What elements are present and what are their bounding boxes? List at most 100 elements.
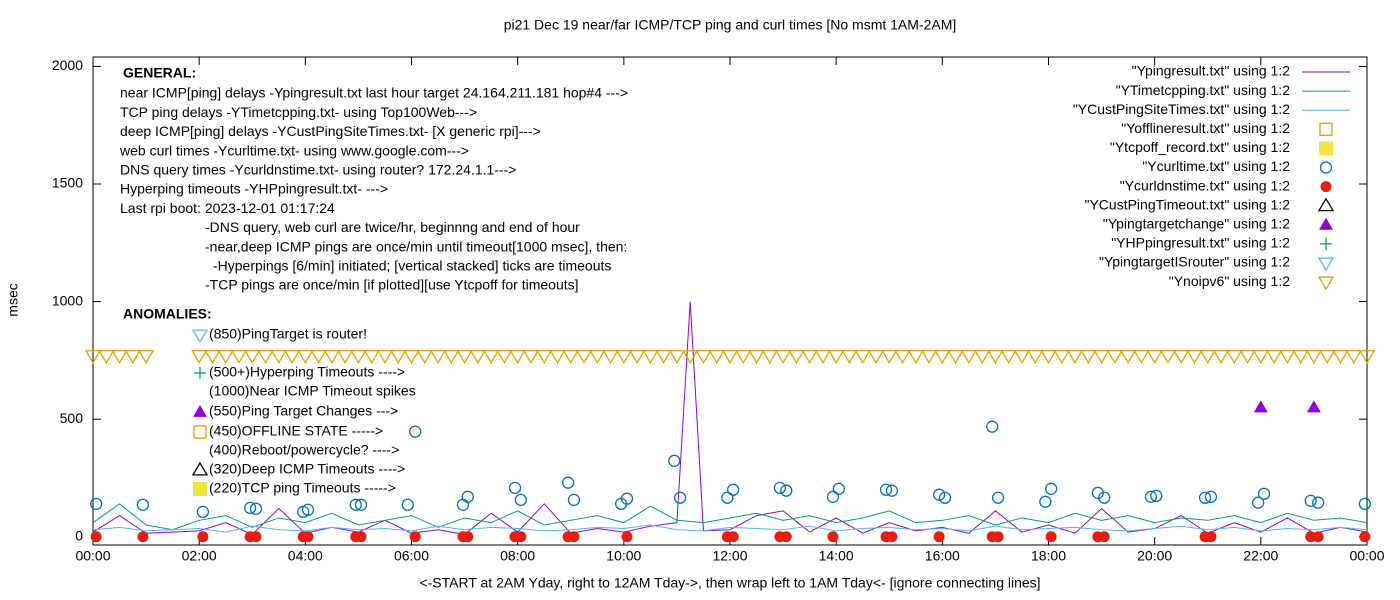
data-point <box>1150 489 1163 502</box>
data-point <box>668 454 681 467</box>
data-point <box>1305 350 1323 364</box>
annotation: (1000)Near ICMP Timeout spikes <box>209 383 416 399</box>
data-point <box>337 350 354 364</box>
x-tick-label: 04:00 <box>288 548 323 564</box>
data-point <box>536 350 553 364</box>
data-point <box>801 350 818 364</box>
annotation-heading: ANOMALIES: <box>123 306 212 322</box>
data-point <box>1013 350 1031 364</box>
data-point <box>879 483 893 496</box>
data-point <box>727 531 739 543</box>
data-point <box>136 498 150 511</box>
data-point <box>1257 487 1271 500</box>
data-point <box>90 531 102 543</box>
data-point <box>881 350 898 364</box>
data-point <box>297 350 314 364</box>
annotation-heading: GENERAL: <box>123 65 196 81</box>
data-point <box>828 350 845 364</box>
data-point <box>695 350 712 364</box>
data-point <box>230 350 248 364</box>
data-point <box>111 350 128 364</box>
data-point <box>1252 496 1265 509</box>
annotation: -Hyperpings [6/min] initiated; [vertical… <box>213 258 611 274</box>
data-point <box>1000 350 1017 364</box>
data-point <box>1226 350 1243 364</box>
data-point <box>409 425 422 438</box>
data-point <box>932 488 946 501</box>
data-point <box>987 350 1004 364</box>
data-point <box>1045 531 1057 543</box>
legend-label: "Ycurldnstime.txt" using 1:2 <box>1120 177 1290 193</box>
data-point <box>323 350 341 364</box>
data-point <box>780 531 792 543</box>
data-point <box>1239 350 1256 364</box>
data-point <box>1040 350 1057 364</box>
legend-label: "Yofflineresult.txt" using 1:2 <box>1121 120 1290 136</box>
data-point <box>355 531 367 543</box>
y-axis-label: msec <box>5 283 21 316</box>
series-line <box>92 503 1368 531</box>
annotation-symbol <box>193 482 207 496</box>
data-point <box>575 350 593 364</box>
data-point <box>780 484 793 497</box>
annotation: web curl times -Ycurltime.txt- using www… <box>119 142 469 158</box>
data-point <box>841 350 858 364</box>
data-point <box>708 350 725 364</box>
annotation: Hyperping timeouts -YHPpingresult.txt- -… <box>120 181 388 197</box>
x-tick-label: 20:00 <box>1137 548 1172 564</box>
data-point <box>283 350 301 364</box>
data-point <box>508 481 522 495</box>
y-tick-label: 500 <box>60 410 84 426</box>
data-point <box>673 491 687 504</box>
series-line <box>92 524 1368 533</box>
data-point <box>257 350 274 364</box>
data-point <box>456 350 473 364</box>
data-point <box>774 350 792 364</box>
data-point <box>615 350 632 364</box>
annotation: Last rpi boot: 2023-12-01 01:17:24 <box>120 200 335 216</box>
annotation: (320)Deep ICMP Timeouts ----> <box>209 461 405 477</box>
data-point <box>1106 350 1123 364</box>
legend-label: "Ypingtargetchange" using 1:2 <box>1103 216 1290 232</box>
data-point <box>310 350 327 364</box>
data-point <box>1279 350 1296 364</box>
annotation: -DNS query, web curl are twice/hr, begin… <box>205 219 580 235</box>
data-point <box>1312 496 1325 509</box>
data-point <box>1319 350 1336 364</box>
data-point <box>974 350 991 364</box>
data-point <box>1053 350 1070 364</box>
data-point <box>1098 531 1110 543</box>
data-point <box>721 491 734 504</box>
data-point <box>403 350 420 364</box>
y-tick-label: 1000 <box>52 292 83 308</box>
data-point <box>137 531 149 543</box>
data-point <box>496 350 513 364</box>
data-point <box>886 531 898 543</box>
data-point <box>1204 490 1218 503</box>
data-point <box>376 350 394 364</box>
data-point <box>567 493 581 506</box>
data-point <box>761 350 778 364</box>
data-point <box>461 490 474 503</box>
data-point <box>197 531 209 543</box>
x-tick-label: 08:00 <box>500 548 535 564</box>
data-point <box>482 350 500 364</box>
data-point <box>250 531 262 543</box>
annotation: (220)TCP ping Timeouts -----> <box>209 480 396 496</box>
data-point <box>628 350 646 364</box>
data-point <box>270 350 287 364</box>
x-tick-label: 22:00 <box>1243 548 1278 564</box>
data-point <box>1159 350 1177 364</box>
annotation: (550)Ping Target Changes ---> <box>209 403 398 419</box>
data-point <box>1358 497 1372 510</box>
data-point <box>390 350 407 364</box>
data-point <box>1093 350 1110 364</box>
legend-swatch <box>1319 161 1333 174</box>
legend-swatch <box>1319 217 1333 230</box>
data-point <box>429 350 447 364</box>
x-tick-label: 14:00 <box>819 548 854 564</box>
data-point <box>561 476 575 489</box>
data-point <box>642 350 659 364</box>
data-point <box>1358 350 1376 364</box>
annotation: TCP ping delays -YTimetcpping.txt- using… <box>120 104 477 120</box>
